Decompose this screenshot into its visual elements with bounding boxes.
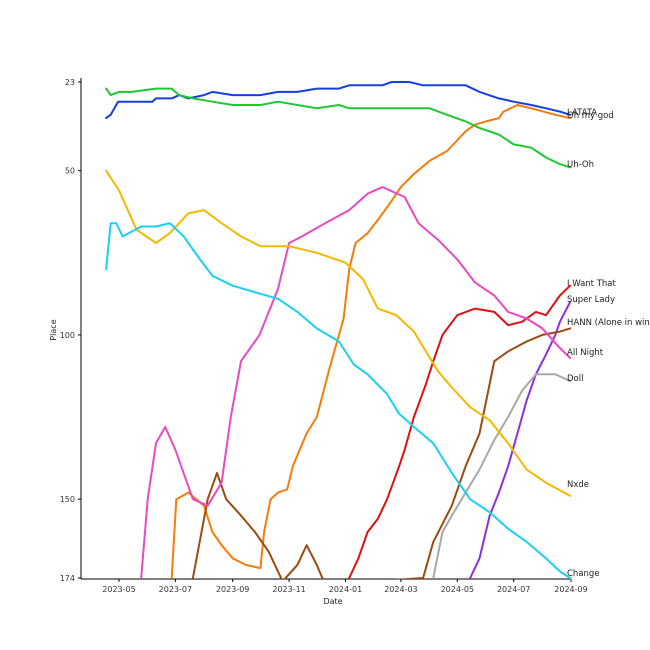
x-axis-label: Date (323, 597, 342, 606)
series-lines (105, 81, 571, 579)
y-tick-label: 150 (60, 495, 75, 504)
x-tick-label: 2024-07 (497, 585, 530, 594)
y-tick-label: 23 (65, 78, 75, 87)
x-ticks: 2023-05 2023-07 2023-09 2023-11 2024-01 2024-… (102, 579, 588, 594)
x-tick-label: 2023-07 (159, 585, 192, 594)
series-line-i-want-that (348, 284, 571, 579)
series-line-hann-alone-in-winter (191, 327, 571, 579)
x-tick-label: 2023-09 (216, 585, 249, 594)
x-tick-label: 2023-05 (102, 585, 135, 594)
x-tick-label: 2024-05 (441, 585, 474, 594)
y-axis-label: Place (49, 319, 58, 340)
series-label: All Night (567, 348, 604, 358)
series-label: Oh my god (567, 111, 614, 121)
series-line-uh-oh (105, 87, 571, 169)
x-tick-label: 2024-01 (329, 585, 362, 594)
x-tick-label: 2023-11 (272, 585, 305, 594)
series-label: Doll (567, 374, 583, 384)
series-line-all-night (140, 186, 571, 579)
y-tick-label: 174 (60, 574, 75, 583)
series-line-change (105, 222, 571, 579)
series-line-doll (432, 373, 571, 579)
series-label: Nxde (567, 480, 589, 490)
y-tick-label: 100 (60, 331, 75, 340)
series-line-nxde (105, 169, 571, 497)
series-line-latata (105, 81, 571, 120)
series-label: Uh-Oh (567, 160, 594, 170)
series-line-oh-my-god (170, 104, 571, 579)
series-label: I Want That (567, 279, 616, 289)
series-label: LATATA (567, 108, 597, 118)
series-label: Change (567, 569, 600, 579)
x-tick-label: 2024-09 (554, 585, 587, 594)
y-ticks: 23 50 100 150 174 (60, 78, 81, 583)
series-label: Super Lady (567, 295, 615, 305)
series-label: HANN (Alone in winter) (567, 318, 650, 328)
x-tick-label: 2024-03 (384, 585, 417, 594)
y-tick-label: 50 (65, 167, 75, 176)
